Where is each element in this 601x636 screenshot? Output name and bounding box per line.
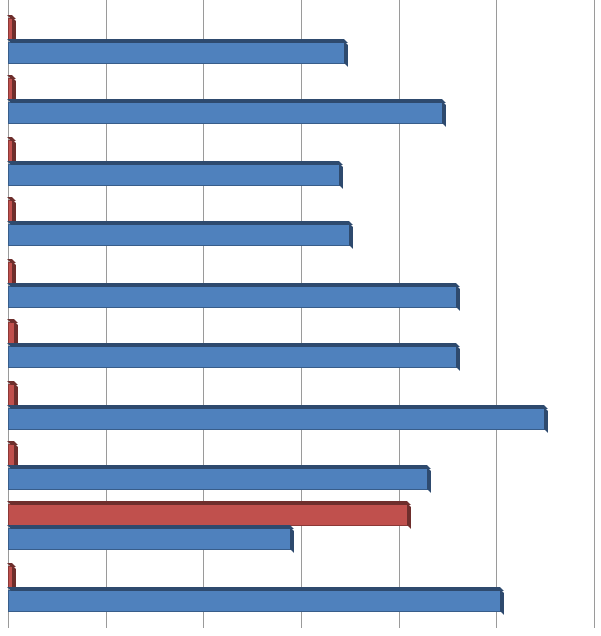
chart-plot-area (8, 0, 594, 628)
bar-series-a (8, 224, 350, 246)
gridline (301, 0, 302, 628)
gridline (594, 0, 595, 628)
bar-series-a (8, 164, 340, 186)
bar-series-b (8, 384, 15, 406)
bar-series-a (8, 408, 545, 430)
bar-series-a (8, 590, 501, 612)
bar-series-b (8, 322, 15, 344)
bar-series-b (8, 200, 13, 222)
bar-series-a (8, 42, 345, 64)
bar-series-b (8, 444, 15, 466)
bar-series-b (8, 140, 13, 162)
bar-series-b (8, 262, 13, 284)
bar-series-a (8, 346, 457, 368)
bar-series-b (8, 78, 13, 100)
bar-series-b (8, 566, 13, 588)
bar-series-a (8, 102, 443, 124)
bar-series-b (8, 504, 408, 526)
bar-series-a (8, 528, 291, 550)
bar-series-a (8, 468, 428, 490)
gridline (399, 0, 400, 628)
gridline (496, 0, 497, 628)
bar-series-a (8, 286, 457, 308)
bar-series-b (8, 18, 13, 40)
